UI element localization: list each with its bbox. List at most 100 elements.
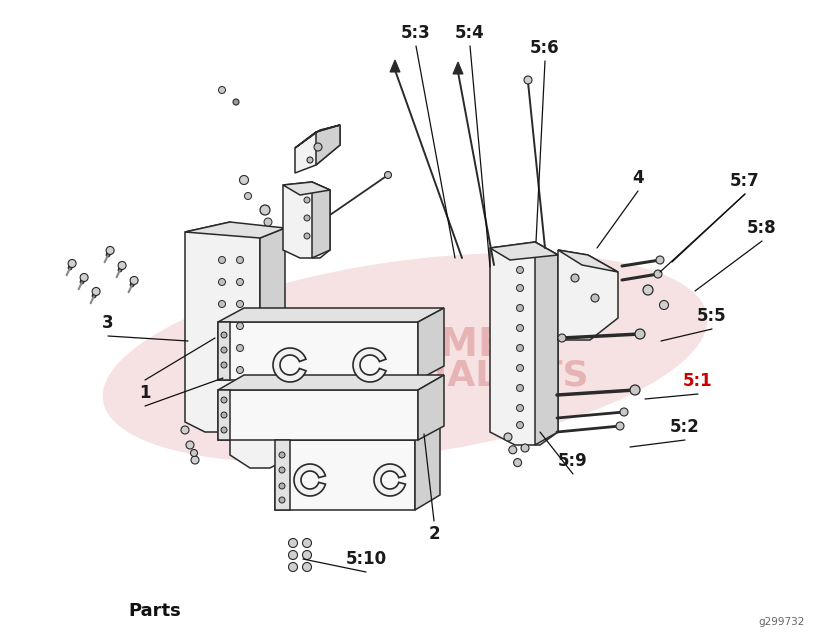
Circle shape: [219, 257, 225, 264]
Circle shape: [221, 332, 227, 338]
Circle shape: [504, 433, 512, 441]
Polygon shape: [185, 222, 285, 238]
Circle shape: [221, 362, 227, 368]
Circle shape: [517, 345, 524, 352]
Circle shape: [221, 397, 227, 403]
Polygon shape: [453, 62, 463, 74]
Circle shape: [279, 452, 285, 458]
Text: INC.: INC.: [495, 341, 524, 354]
Circle shape: [221, 427, 227, 433]
Circle shape: [302, 550, 311, 559]
Polygon shape: [415, 425, 440, 510]
Circle shape: [260, 205, 270, 215]
Text: 5:3: 5:3: [401, 24, 431, 42]
Polygon shape: [275, 440, 415, 510]
Polygon shape: [312, 182, 330, 258]
Circle shape: [236, 322, 244, 329]
Circle shape: [181, 426, 189, 434]
Circle shape: [236, 278, 244, 285]
Circle shape: [643, 285, 653, 295]
Circle shape: [514, 459, 522, 466]
Text: EQUIPMENT: EQUIPMENT: [305, 326, 564, 364]
Circle shape: [219, 345, 225, 352]
Circle shape: [591, 294, 599, 302]
Circle shape: [289, 550, 297, 559]
Circle shape: [558, 334, 566, 342]
Circle shape: [304, 233, 310, 239]
Circle shape: [219, 322, 225, 329]
Polygon shape: [218, 390, 230, 440]
Text: 5:6: 5:6: [530, 39, 559, 57]
Circle shape: [219, 301, 225, 308]
Text: 5:4: 5:4: [455, 24, 485, 42]
Text: 5:2: 5:2: [671, 418, 700, 436]
Text: 5:5: 5:5: [697, 307, 726, 325]
Circle shape: [302, 562, 311, 571]
Polygon shape: [273, 348, 306, 382]
Polygon shape: [558, 250, 618, 272]
Circle shape: [289, 538, 297, 547]
Circle shape: [236, 366, 244, 373]
Circle shape: [106, 247, 114, 254]
Text: 5:9: 5:9: [558, 452, 588, 470]
Circle shape: [616, 422, 624, 430]
Circle shape: [517, 285, 524, 292]
Text: 4: 4: [632, 169, 644, 187]
Circle shape: [524, 76, 532, 84]
Circle shape: [80, 273, 89, 282]
Circle shape: [314, 143, 322, 151]
Text: g299732: g299732: [759, 617, 805, 627]
Circle shape: [620, 408, 628, 416]
Polygon shape: [218, 375, 444, 390]
Circle shape: [92, 287, 100, 296]
Circle shape: [654, 270, 662, 278]
Polygon shape: [418, 308, 444, 380]
Circle shape: [517, 324, 524, 331]
Circle shape: [509, 446, 517, 454]
Polygon shape: [316, 125, 340, 165]
Text: 5:1: 5:1: [683, 372, 713, 390]
Text: 3: 3: [102, 314, 114, 332]
Circle shape: [571, 274, 579, 282]
Polygon shape: [218, 308, 444, 322]
Polygon shape: [353, 348, 386, 382]
Circle shape: [236, 301, 244, 308]
Circle shape: [118, 261, 126, 269]
Circle shape: [307, 157, 313, 163]
Polygon shape: [218, 322, 230, 380]
Circle shape: [240, 176, 249, 185]
Polygon shape: [283, 182, 330, 195]
Ellipse shape: [103, 253, 707, 463]
Circle shape: [660, 301, 669, 310]
Circle shape: [233, 99, 239, 105]
Circle shape: [68, 259, 76, 268]
Polygon shape: [295, 125, 340, 173]
Polygon shape: [374, 464, 406, 496]
Circle shape: [236, 257, 244, 264]
Polygon shape: [185, 222, 285, 432]
Circle shape: [517, 304, 524, 311]
Circle shape: [517, 422, 524, 429]
Circle shape: [517, 404, 524, 412]
Text: 5:10: 5:10: [346, 550, 387, 568]
Circle shape: [517, 385, 524, 392]
Circle shape: [219, 366, 225, 373]
Text: 1: 1: [139, 384, 151, 402]
Polygon shape: [294, 464, 326, 496]
Circle shape: [630, 385, 640, 395]
Circle shape: [186, 441, 194, 449]
Circle shape: [384, 171, 392, 178]
Circle shape: [219, 87, 225, 94]
Circle shape: [219, 278, 225, 285]
Circle shape: [304, 215, 310, 221]
Text: 2: 2: [428, 525, 440, 543]
Circle shape: [221, 347, 227, 353]
Polygon shape: [535, 242, 558, 445]
Polygon shape: [283, 182, 330, 258]
Circle shape: [289, 562, 297, 571]
Circle shape: [279, 483, 285, 489]
Polygon shape: [490, 242, 558, 260]
Circle shape: [521, 444, 529, 452]
Circle shape: [221, 412, 227, 418]
Polygon shape: [390, 60, 400, 72]
